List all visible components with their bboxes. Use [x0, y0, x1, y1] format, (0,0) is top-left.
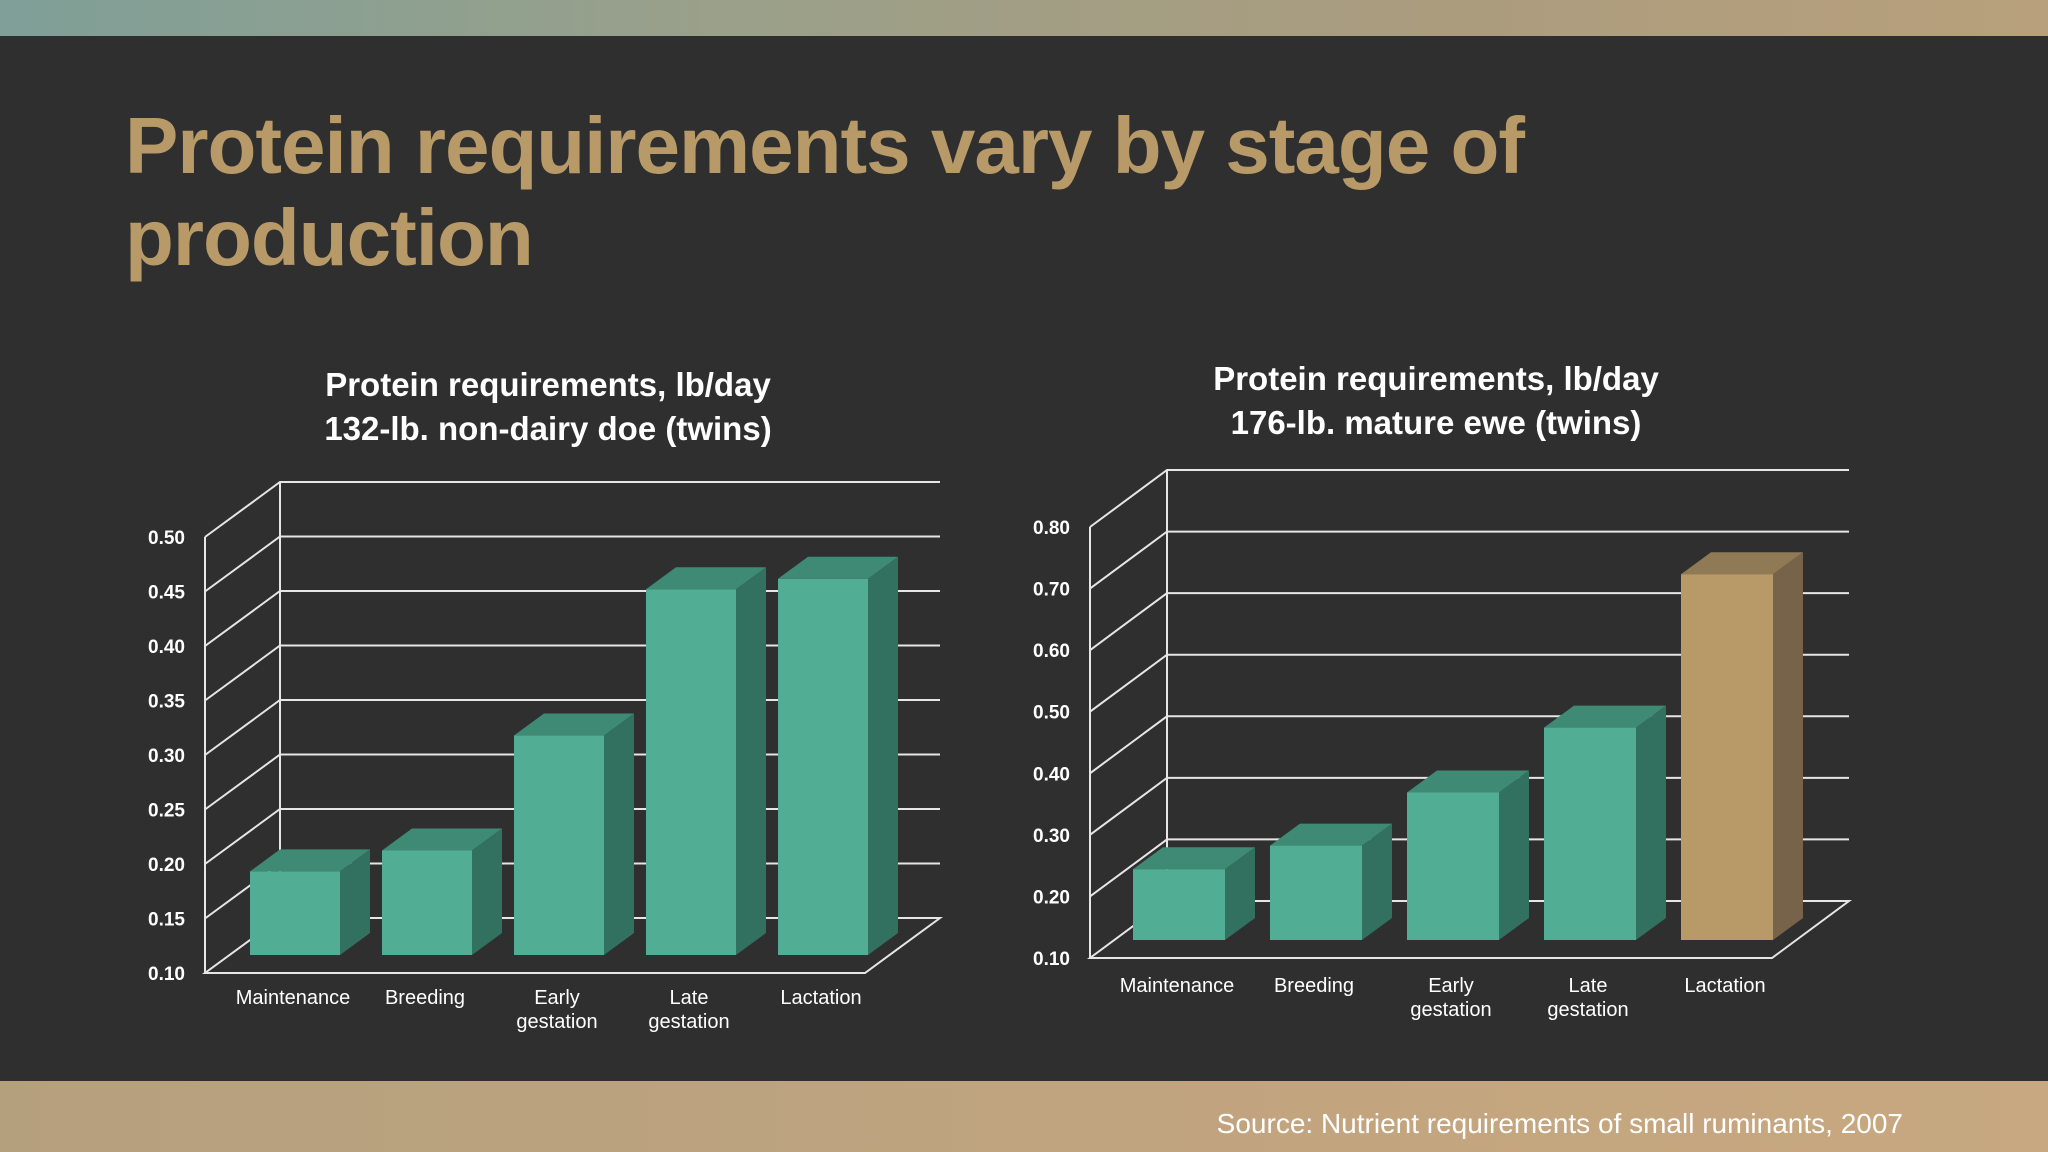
- ewe-bar-maintenance: [1133, 847, 1255, 940]
- ewe-bar-lactation: [1681, 552, 1803, 940]
- doe-gridline: [204, 535, 940, 593]
- doe-category-label: Lactation: [780, 987, 861, 1009]
- doe-bar-maintenance: [250, 849, 370, 955]
- doe-y-tick-label: 0.40: [148, 637, 185, 658]
- doe-bar-top: [382, 828, 502, 851]
- doe-bar-front: [514, 735, 604, 955]
- doe-category-label: gestation: [648, 1011, 729, 1033]
- ewe-category-label: Late: [1569, 975, 1608, 997]
- doe-bar-lactation: [778, 556, 898, 955]
- doe-bar-top: [646, 567, 766, 590]
- ewe-y-tick-label: 0.20: [1033, 887, 1070, 908]
- doe-bar-side: [736, 567, 766, 955]
- ewe-gridline: [1089, 530, 1849, 590]
- ewe-bar-top: [1681, 552, 1803, 575]
- doe-bar-front: [778, 578, 868, 955]
- ewe-gridline: [1089, 592, 1849, 651]
- ewe-bar-front: [1133, 869, 1225, 940]
- doe-category-label: Breeding: [385, 987, 465, 1009]
- ewe-bar-side: [1225, 847, 1255, 940]
- doe-y-tick-label: 0.45: [148, 583, 185, 604]
- ewe-category-label: Maintenance: [1120, 975, 1235, 997]
- slide-title: Protein requirements vary by stage of pr…: [125, 101, 1525, 282]
- ewe-gridline: [1089, 469, 1849, 528]
- doe-category-label: gestation: [516, 1011, 597, 1033]
- ewe-chart-title-line-2: 176-lb. mature ewe (twins): [1231, 404, 1642, 441]
- ewe-bar-front: [1270, 845, 1362, 940]
- doe-category-label: Early: [534, 987, 580, 1009]
- ewe-bar-top: [1407, 770, 1529, 793]
- doe-bar-top: [514, 713, 634, 736]
- ewe-bar-top: [1133, 847, 1255, 870]
- doe-bar-early-gestation: [514, 713, 634, 955]
- doe-bar-side: [868, 556, 898, 955]
- ewe-category-label: gestation: [1547, 999, 1628, 1021]
- ewe-bar-side: [1773, 552, 1803, 940]
- doe-bar-front: [250, 871, 340, 955]
- doe-chart-title-line-2: 132-lb. non-dairy doe (twins): [324, 410, 771, 447]
- ewe-bar-breeding: [1270, 823, 1392, 940]
- bottom-decorative-strip: [0, 1081, 2048, 1152]
- doe-gridline: [204, 481, 940, 538]
- doe-bar-top: [778, 556, 898, 579]
- doe-bar-top: [250, 849, 370, 872]
- doe-category-label: Late: [670, 987, 709, 1009]
- ewe-bar-side: [1362, 823, 1392, 940]
- doe-chart-title-line-1: Protein requirements, lb/day: [325, 366, 771, 403]
- ewe-gridline: [1089, 653, 1849, 713]
- ewe-y-tick-label: 0.10: [1033, 949, 1070, 970]
- doe-y-tick-label: 0.35: [148, 692, 185, 713]
- source-note: Source: Nutrient requirements of small r…: [1216, 1108, 1903, 1139]
- doe-bar-late-gestation: [646, 567, 766, 955]
- ewe-y-tick-label: 0.70: [1033, 580, 1070, 601]
- doe-bar-front: [382, 850, 472, 955]
- ewe-y-tick-label: 0.50: [1033, 703, 1070, 724]
- top-decorative-strip: [0, 0, 2048, 36]
- doe-y-tick-label: 0.30: [148, 746, 185, 767]
- ewe-bar-early-gestation: [1407, 770, 1529, 940]
- doe-category-label: Maintenance: [236, 987, 351, 1009]
- ewe-y-tick-label: 0.80: [1033, 518, 1070, 539]
- ewe-category-label: Lactation: [1684, 975, 1765, 997]
- ewe-y-tick-label: 0.60: [1033, 641, 1070, 662]
- ewe-bar-front: [1407, 792, 1499, 940]
- doe-bar-breeding: [382, 828, 502, 955]
- doe-bar-front: [646, 589, 736, 955]
- ewe-chart-title-line-1: Protein requirements, lb/day: [1213, 360, 1659, 397]
- ewe-bar-top: [1270, 823, 1392, 846]
- doe-y-tick-label: 0.25: [148, 801, 185, 822]
- ewe-category-label: Early: [1428, 975, 1474, 997]
- ewe-y-tick-label: 0.30: [1033, 826, 1070, 847]
- ewe-bar-side: [1636, 705, 1666, 940]
- ewe-category-label: gestation: [1410, 999, 1491, 1021]
- doe-bar-side: [604, 713, 634, 955]
- ewe-bar-front: [1681, 574, 1773, 940]
- doe-y-tick-label: 0.10: [148, 964, 185, 985]
- ewe-category-label: Breeding: [1274, 975, 1354, 997]
- doe-y-tick-label: 0.15: [148, 910, 185, 931]
- ewe-bar-side: [1499, 770, 1529, 940]
- ewe-bar-top: [1544, 705, 1666, 728]
- doe-bar-side: [340, 849, 370, 955]
- ewe-bar-late-gestation: [1544, 705, 1666, 940]
- ewe-bar-front: [1544, 727, 1636, 940]
- doe-bar-side: [472, 828, 502, 955]
- doe-y-tick-label: 0.20: [148, 855, 185, 876]
- ewe-y-tick-label: 0.40: [1033, 764, 1070, 785]
- doe-y-tick-label: 0.50: [148, 528, 185, 549]
